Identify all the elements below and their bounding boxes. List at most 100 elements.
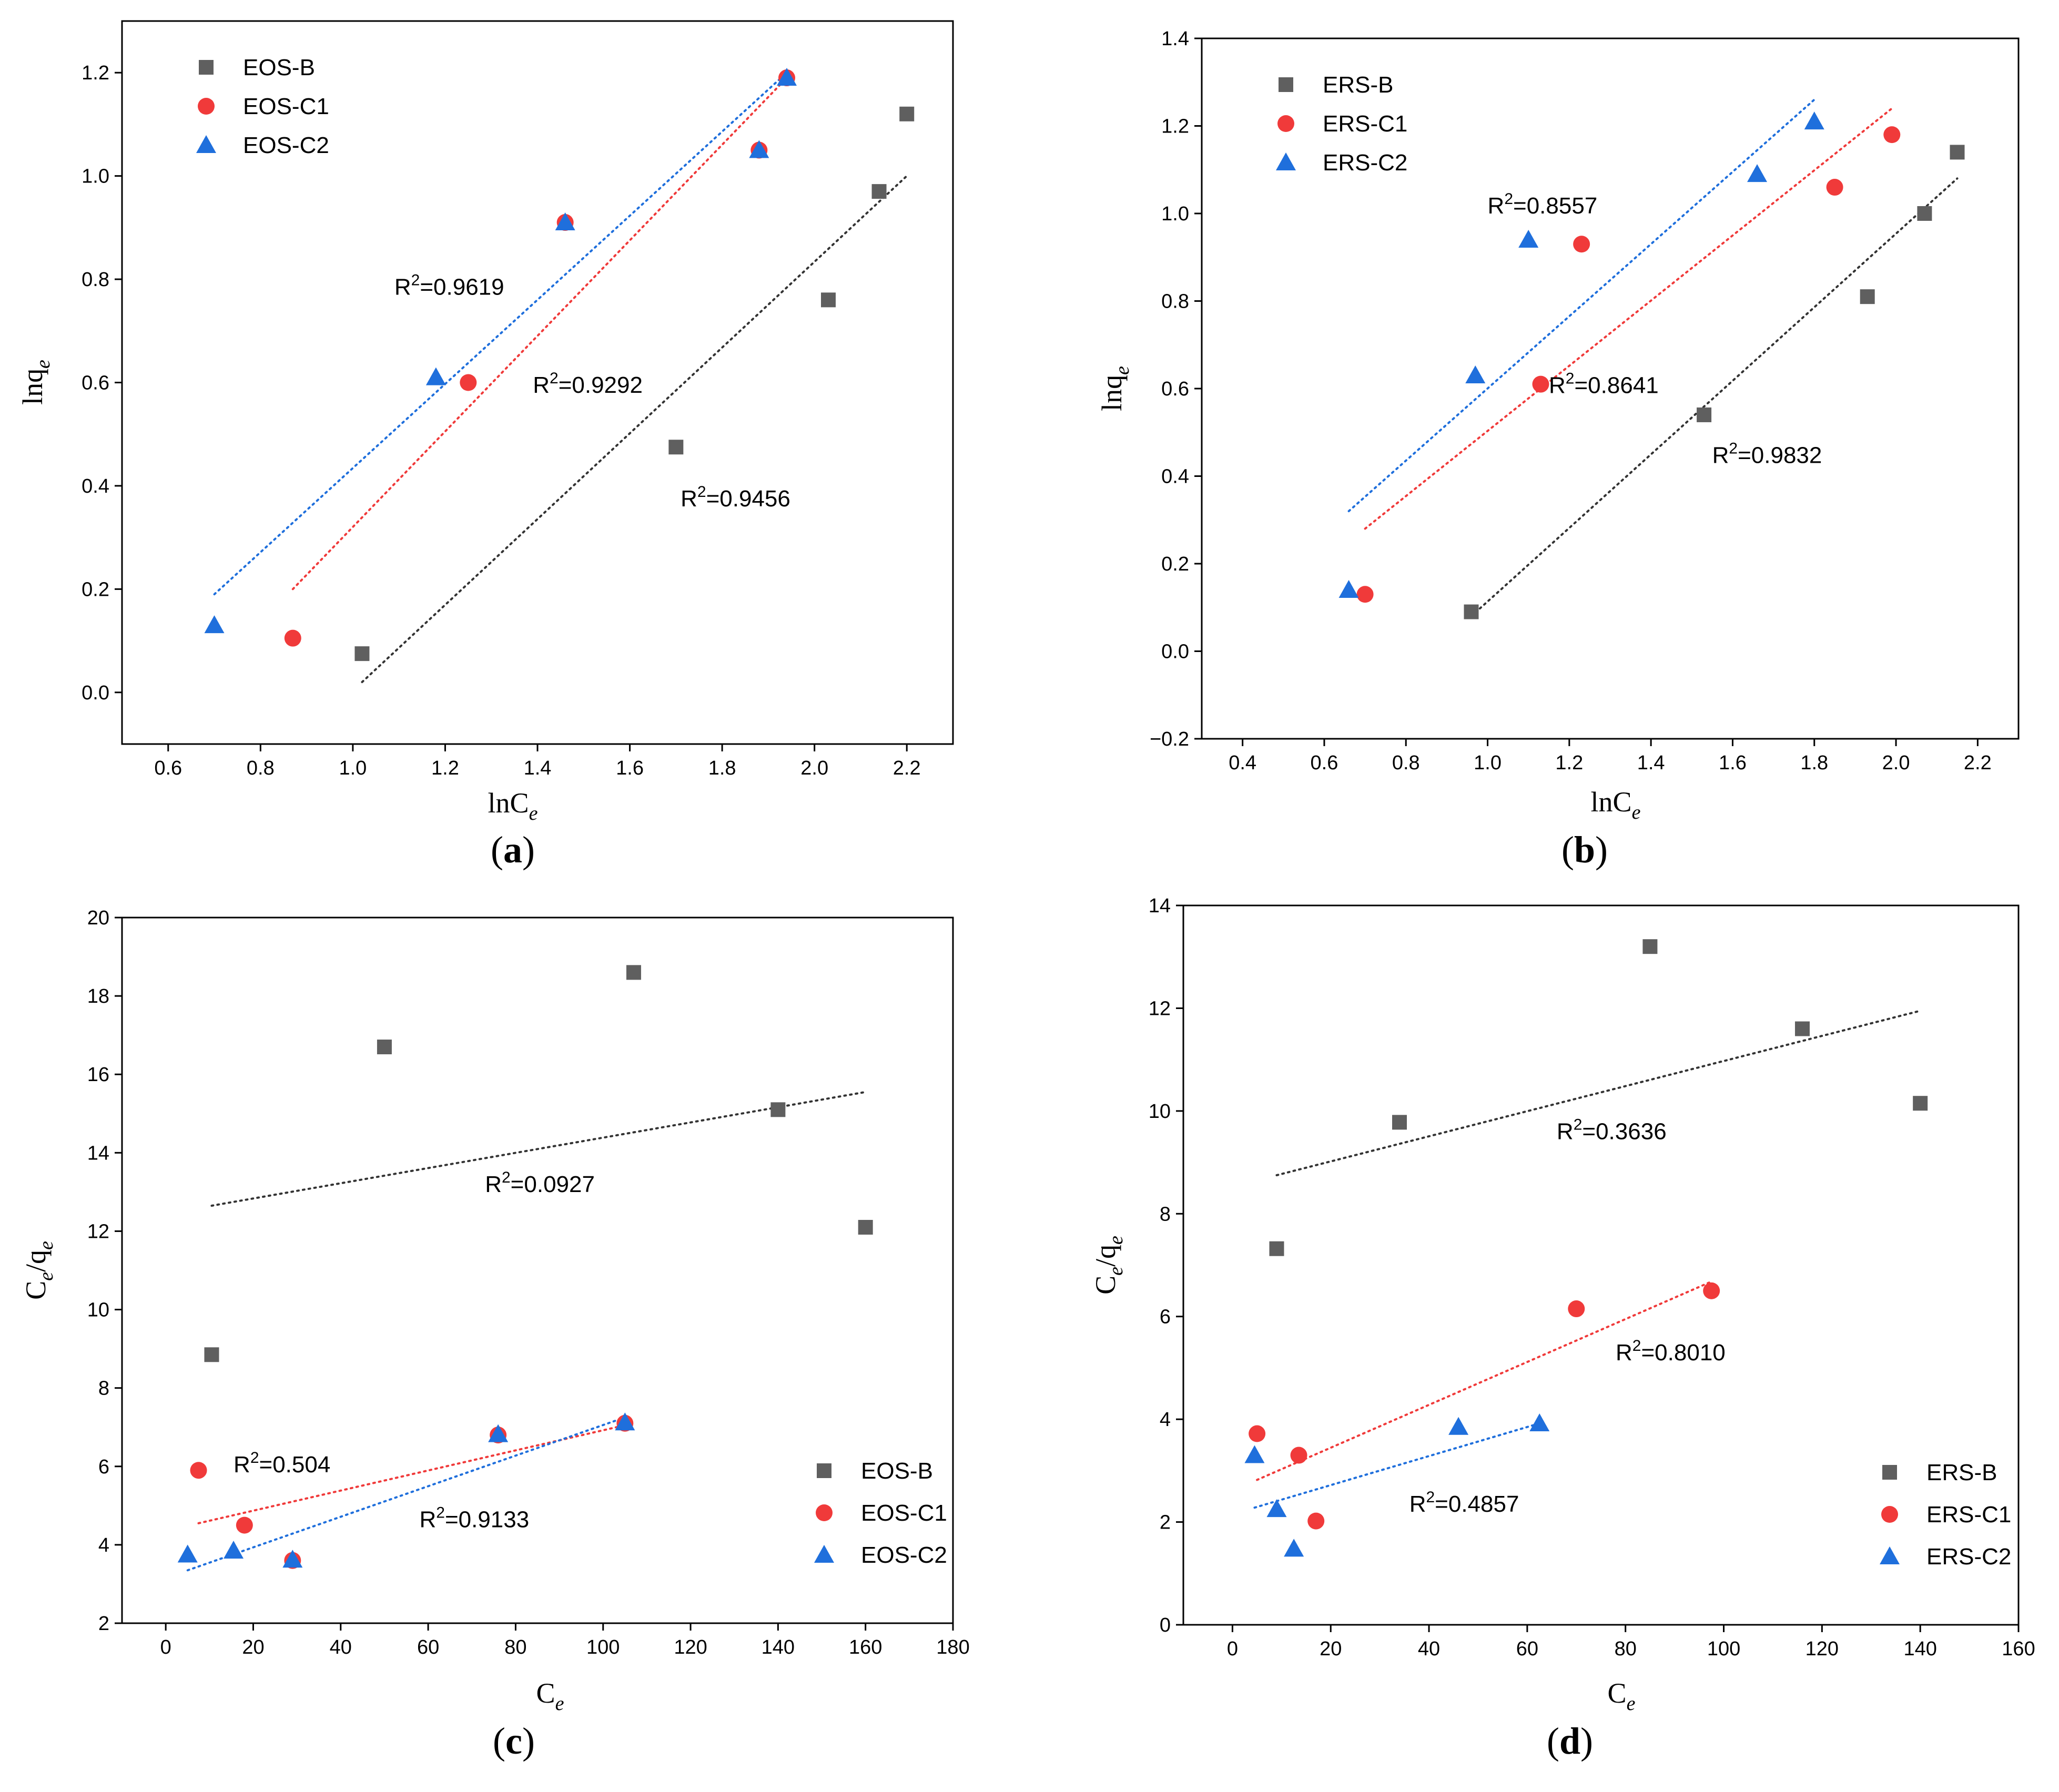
r2-annotation: R2=0.4857 [1409,1489,1519,1517]
legend: ERS-B ERS-C1 ERS-C2 [1880,1460,2011,1570]
x-tick-label: 80 [1615,1638,1637,1660]
x-tick-label: 120 [1806,1638,1839,1660]
y-tick-label: 10 [87,1299,109,1321]
x-tick-label: 2.2 [1964,752,1992,774]
x-tick-label: 1.2 [1555,752,1583,774]
x-tick-label: 0.8 [1392,752,1420,774]
x-axis-title: Ce [1608,1677,1636,1715]
data-point-ers-c1 [1249,1425,1266,1442]
x-tick-label: 2.0 [800,757,828,779]
data-point-eos-c1 [190,1462,207,1479]
legend-label: ERS-C2 [1323,150,1407,176]
legend: EOS-B EOS-C1 EOS-C2 [196,55,329,158]
fit-line-ers-b [1470,177,1959,617]
data-point-eos-b [377,1040,392,1055]
data-point-eos-b [858,1219,873,1235]
x-axis-title: lnCe [488,787,538,824]
data-point-eos-b [204,1347,219,1362]
data-point-ers-c2 [1529,1413,1550,1431]
legend-label: ERS-C2 [1926,1544,2011,1570]
panel-caption: (b) [1561,829,1608,871]
panel-caption: (a) [491,829,535,871]
x-tick-label: 160 [849,1636,882,1658]
legend-label: EOS-B [243,55,315,80]
legend-marker-ers-c2 [1276,152,1296,170]
y-tick-label: 0 [1160,1614,1171,1636]
y-axis-title: Ce/qe [1090,1236,1127,1295]
r2-annotation: R2=0.9456 [681,483,790,512]
x-tick-label: 1.8 [708,757,736,779]
legend-marker-eos-b [199,60,214,75]
x-tick-label: 60 [1516,1638,1538,1660]
r2-annotation: R2=0.8641 [1549,370,1659,398]
data-point-ers-c1 [1573,236,1590,253]
x-tick-label: 0 [160,1636,171,1658]
data-point-ers-b [1697,407,1712,422]
x-tick-label: 40 [330,1636,352,1658]
y-tick-label: 4 [98,1534,109,1556]
x-tick-label: 40 [1418,1638,1440,1660]
r2-annotation: R2=0.9292 [533,370,643,398]
data-point-ers-c1 [1532,375,1549,393]
data-point-ers-c2 [1804,111,1824,130]
r2-annotation: R2=0.9133 [419,1504,529,1532]
y-tick-label: 0.2 [1161,553,1189,575]
y-tick-label: 8 [98,1378,109,1400]
r2-annotation: R2=0.9619 [394,272,504,300]
fit-line-eos-c1 [291,77,788,590]
x-tick-label: 1.0 [1474,752,1502,774]
data-point-eos-b [821,292,836,308]
x-tick-label: 120 [674,1636,707,1658]
data-point-ers-c2 [1518,229,1539,248]
legend-marker-eos-b [817,1463,831,1478]
y-tick-label: 12 [87,1220,109,1243]
x-axis-title: Ce [536,1677,564,1715]
x-tick-label: 0.8 [247,757,275,779]
data-point-eos-c2 [224,1541,244,1559]
legend-label: EOS-C2 [243,133,329,158]
data-point-eos-b [871,184,887,199]
r2-annotation: R2=0.8010 [1616,1337,1726,1366]
data-point-eos-c2 [555,212,575,231]
data-point-eos-c2 [749,140,769,158]
x-tick-label: 140 [1903,1638,1936,1660]
chart-panel-b: 0.4 0.6 0.8 1.0 1.2 1.4 1.6 1.8 2.0 2.2 −0.2 0.0 0.2… [1096,28,2020,871]
x-tick-label: 20 [242,1636,264,1658]
fit-line-eos-c2 [213,72,788,596]
data-point-ers-b [1860,289,1875,304]
legend-label: EOS-B [861,1458,933,1484]
y-axis-title: lnqe [1096,366,1133,411]
data-point-eos-b [668,440,684,455]
data-point-ers-b [1392,1115,1407,1130]
data-point-ers-c2 [1448,1417,1469,1435]
data-point-ers-b [1950,145,1965,160]
data-point-eos-b [899,106,915,121]
legend-marker-eos-c2 [196,135,216,153]
r2-annotation: R2=0.3636 [1557,1116,1667,1145]
legend-label: EOS-C2 [861,1542,947,1568]
x-tick-label: 2.0 [1882,752,1910,774]
data-point-ers-c1 [1356,586,1374,603]
y-tick-label: −0.2 [1150,728,1189,750]
x-tick-label: 100 [1707,1638,1740,1660]
data-point-ers-b [1913,1096,1928,1111]
x-tick-label: 1.6 [1719,752,1747,774]
y-tick-label: 10 [1149,1101,1171,1123]
x-tick-label: 160 [2002,1638,2035,1660]
fit-line-ers-c1 [1256,1280,1713,1481]
x-tick-label: 180 [936,1636,969,1658]
y-tick-label: 12 [1149,997,1171,1020]
x-tick-label: 0 [1227,1638,1238,1660]
data-point-ers-c2 [1266,1499,1287,1518]
y-tick-label: 2 [1160,1512,1171,1534]
y-axis-title: lnqe [17,360,54,405]
legend-label: ERS-C1 [1323,111,1407,137]
legend-label: ERS-B [1926,1460,1997,1485]
fit-line-ers-b [1275,1010,1922,1176]
legend: EOS-B EOS-C1 EOS-C2 [814,1458,947,1568]
y-tick-label: 0.4 [1161,466,1189,488]
y-tick-label: 0.6 [82,372,109,394]
panel-caption: (c) [493,1720,535,1762]
x-tick-label: 0.4 [1229,752,1256,774]
x-tick-label: 1.0 [339,757,367,779]
